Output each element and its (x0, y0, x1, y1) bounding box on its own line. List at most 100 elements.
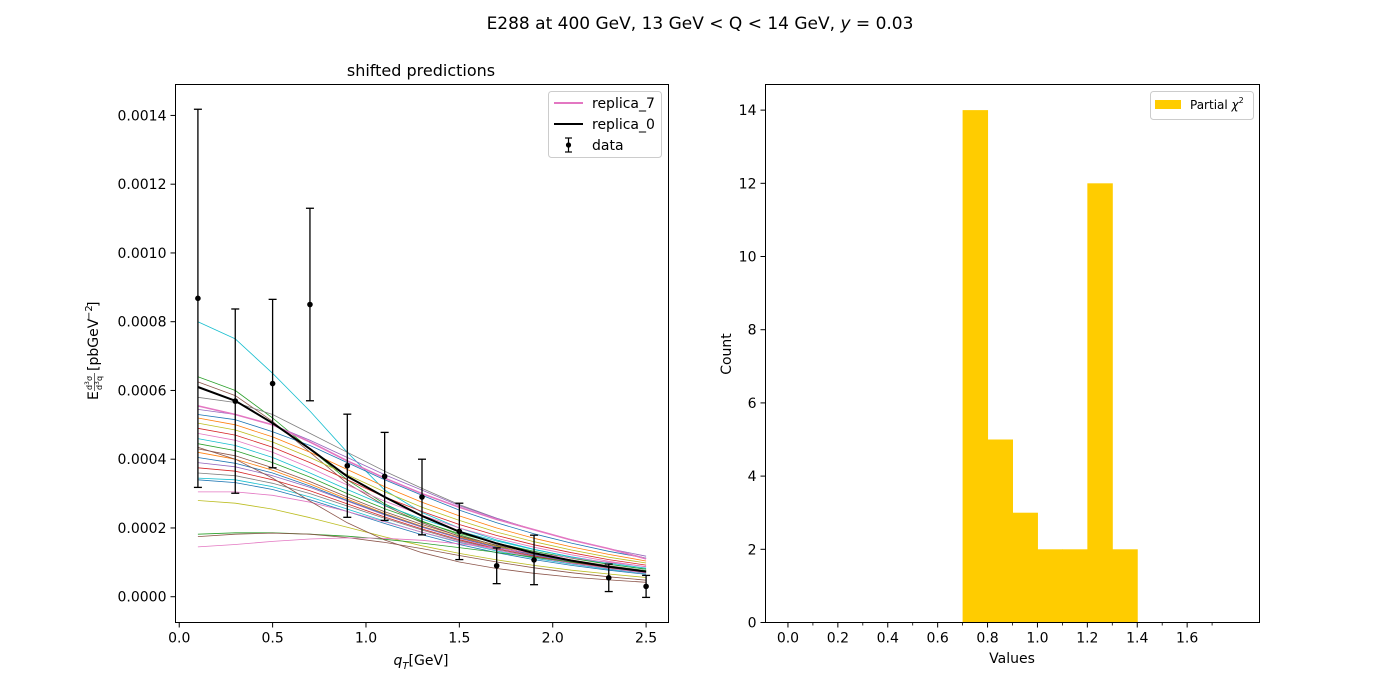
x-tick-label: 1.4 (1126, 631, 1148, 647)
legend-swatch-data (565, 137, 572, 153)
x-tick-label: 0.8 (976, 631, 998, 647)
data-marker (643, 583, 649, 590)
svg-text:3: 3 (84, 381, 91, 385)
x-tick-label: 1.6 (1176, 631, 1198, 647)
legend-label-replica-7: replica_7 (592, 96, 655, 112)
predictions-y-label: E d3σ/d3q [pbGeV−2] E d 3 σ d 3 q [pbGeV… (84, 302, 104, 400)
data-point (193, 108, 202, 489)
x-tick-label: 2.5 (635, 631, 657, 647)
y-tick-label: 0.0006 (118, 383, 167, 399)
histogram-axes-frame (765, 84, 1260, 623)
svg-text:σ: σ (85, 376, 94, 381)
x-tick-label: 0.0 (777, 631, 799, 647)
data-point (305, 207, 314, 402)
svg-text:d: d (95, 385, 104, 390)
histogram-bar (987, 439, 1013, 623)
svg-text:q: q (95, 376, 104, 381)
svg-text:]: ] (86, 302, 102, 307)
data-marker (195, 295, 201, 302)
data-marker (307, 301, 313, 308)
data-point (455, 502, 464, 561)
data-point (380, 431, 389, 522)
data-marker (493, 562, 500, 569)
histogram-x-ticks: 0.0 0.2 0.4 0.6 0.8 1.0 1.2 1.4 1.6 (777, 622, 1213, 647)
predictions-x-label: qT[GeV] (394, 653, 449, 672)
histogram-bar (962, 110, 989, 623)
histogram-x-label: Values (989, 651, 1035, 667)
y-tick-label: 12 (739, 176, 757, 192)
data-marker (419, 494, 425, 500)
svg-text:−2: −2 (84, 305, 95, 320)
series-line-r25 (197, 537, 647, 567)
data-marker (531, 557, 537, 563)
histogram-y-label: Count (719, 333, 735, 375)
histogram-panel: 0.0 0.2 0.4 0.6 0.8 1.0 1.2 1.4 1.6 02468101214 … (719, 84, 1260, 667)
legend-label-data: data (592, 138, 624, 154)
svg-text:3: 3 (94, 381, 101, 385)
predictions-y-ticks: 0.0000 0.0002 0.0004 0.0006 0.0008 0.0010 0.00… (118, 108, 176, 606)
y-tick-label: 0.0014 (118, 108, 167, 124)
histogram-bar (1012, 512, 1038, 623)
histogram-legend: Partial χ2 (1150, 91, 1254, 120)
data-point (231, 308, 240, 494)
y-tick-label: 0.0012 (118, 177, 167, 193)
y-tick-label: 0.0000 (118, 590, 167, 606)
histogram-legend-frame (1150, 91, 1254, 120)
data-marker (269, 380, 276, 387)
predictions-axes-frame (175, 84, 669, 623)
x-tick-label: 0.4 (877, 631, 899, 647)
x-tick-label: 2.0 (542, 631, 564, 647)
histogram-bar (1112, 549, 1138, 623)
data-point (530, 534, 539, 586)
data-marker (456, 528, 463, 535)
y-tick-label: 0.0010 (118, 246, 167, 262)
histogram-legend-swatch (1155, 100, 1181, 109)
x-tick-label: 1.0 (355, 631, 377, 647)
histogram-bar (1037, 549, 1063, 623)
data-point (343, 413, 352, 518)
series-line-r24 (197, 532, 647, 581)
x-tick-label: 0.6 (927, 631, 949, 647)
histogram-legend-label: Partial χ2 (1190, 96, 1244, 112)
legend-label-replica-0: replica_0 (592, 117, 655, 133)
x-tick-label: 0.0 (168, 631, 190, 647)
data-marker (344, 462, 351, 469)
y-tick-label: 6 (748, 396, 757, 412)
data-point (418, 458, 426, 536)
x-tick-label: 0.2 (827, 631, 849, 647)
x-tick-label: 0.5 (261, 631, 283, 647)
data-marker (381, 473, 388, 480)
x-tick-label: 1.2 (1076, 631, 1098, 647)
y-tick-label: 0.0002 (118, 521, 167, 537)
data-points (193, 108, 651, 599)
data-marker (232, 398, 239, 404)
y-tick-label: 8 (748, 323, 757, 339)
predictions-legend: replica_7 replica_0 data (548, 91, 662, 158)
data-point (492, 547, 501, 585)
histogram-bars (962, 110, 1138, 623)
series-line-r22 (197, 500, 647, 578)
histogram-bar (1087, 183, 1113, 623)
svg-text:d: d (85, 385, 94, 390)
y-tick-label: 2 (748, 542, 757, 558)
svg-text:[pbGeV: [pbGeV (86, 318, 102, 371)
predictions-plot-area (175, 84, 669, 623)
legend-frame (548, 91, 662, 158)
x-tick-label: 1.0 (1026, 631, 1048, 647)
x-tick-label: 1.5 (448, 631, 470, 647)
series-line-r26 (197, 446, 647, 583)
svg-text:E: E (86, 391, 102, 400)
figure-suptitle: E288 at 400 GeV, 13 GeV < Q < 14 GeV, y … (487, 14, 914, 34)
predictions-title: shifted predictions (347, 61, 495, 80)
y-tick-label: 0.0004 (118, 452, 167, 468)
histogram-bar (1062, 549, 1088, 623)
y-tick-label: 0.0008 (118, 315, 167, 331)
predictions-x-ticks: 0.0 0.5 1.0 1.5 2.0 2.5 (168, 622, 657, 647)
histogram-y-ticks: 0 2 4 6 8 10 12 14 (739, 103, 766, 632)
data-point (642, 574, 651, 599)
data-point (604, 563, 613, 593)
y-tick-label: 4 (748, 469, 757, 485)
data-marker (605, 575, 612, 581)
y-tick-label: 0 (748, 616, 757, 632)
